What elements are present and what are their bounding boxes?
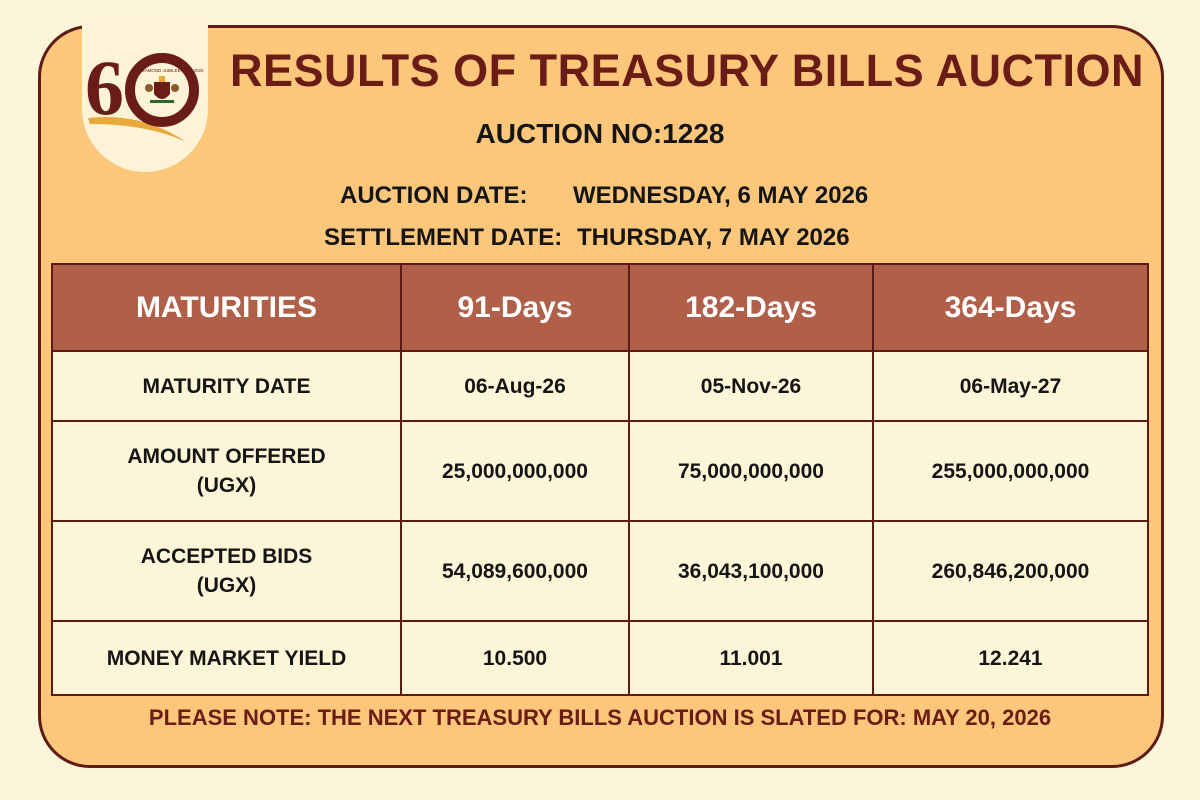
logo-numeral-six: 6: [85, 44, 124, 131]
logo-zero-ring: [125, 53, 199, 127]
table-cell: 25,000,000,000: [400, 420, 630, 522]
logo-ring-text: DIAMOND JUBILEE 1966-2026: [140, 68, 204, 73]
column-header-91-days: 91-Days: [400, 263, 630, 352]
table-row-amount-offered: AMOUNT OFFERED (UGX) 25,000,000,000 75,0…: [51, 420, 1149, 522]
table-cell: 255,000,000,000: [872, 420, 1149, 522]
table-cell: 11.001: [628, 620, 874, 696]
column-header-maturities: MATURITIES: [51, 263, 402, 352]
column-header-182-days: 182-Days: [628, 263, 874, 352]
row-label-money-market-yield: MONEY MARKET YIELD: [51, 620, 402, 696]
page-title: RESULTS OF TREASURY BILLS AUCTION: [229, 45, 1145, 96]
column-header-364-days: 364-Days: [872, 263, 1149, 352]
table-cell: 06-Aug-26: [400, 350, 630, 422]
table-row-money-market-yield: MONEY MARKET YIELD 10.500 11.001 12.241: [51, 620, 1149, 696]
settlement-date-label: SETTLEMENT DATE:: [324, 224, 563, 251]
table-cell: 06-May-27: [872, 350, 1149, 422]
table-row-maturity-date: MATURITY DATE 06-Aug-26 05-Nov-26 06-May…: [51, 350, 1149, 422]
table-row-accepted-bids: ACCEPTED BIDS (UGX) 54,089,600,000 36,04…: [51, 520, 1149, 622]
row-label-accepted-bids: ACCEPTED BIDS (UGX): [51, 520, 402, 622]
next-auction-note: PLEASE NOTE: THE NEXT TREASURY BILLS AUC…: [148, 705, 1052, 730]
table-cell: 260,846,200,000: [872, 520, 1149, 622]
table-cell: 10.500: [400, 620, 630, 696]
auction-number: AUCTION NO:1228: [475, 118, 725, 149]
gold-swoosh: [88, 117, 186, 142]
table-cell: 54,089,600,000: [400, 520, 630, 622]
results-table: MATURITIES 91-Days 182-Days 364-Days MAT…: [51, 263, 1149, 696]
table-cell: 05-Nov-26: [628, 350, 874, 422]
auction-date-value: WEDNESDAY, 6 MAY 2026: [573, 182, 869, 209]
settlement-date-line: SETTLEMENT DATE: THURSDAY, 7 MAY 2026: [0, 224, 1200, 254]
table-cell: 75,000,000,000: [628, 420, 874, 522]
diamond-jubilee-logo: 6 DIAMOND JUBILEE 1966-2026: [85, 44, 204, 142]
table-header-row: MATURITIES 91-Days 182-Days 364-Days: [51, 263, 1149, 352]
coat-of-arms-icon: [145, 76, 179, 103]
row-label-maturity-date: MATURITY DATE: [51, 350, 402, 422]
auction-date-line: AUCTION DATE: WEDNESDAY, 6 MAY 2026: [0, 182, 1200, 212]
settlement-date-value: THURSDAY, 7 MAY 2026: [577, 224, 850, 251]
auction-date-label: AUCTION DATE:: [340, 182, 528, 209]
logo-tab: 6 DIAMOND JUBILEE 1966-2026: [82, 20, 208, 172]
row-label-amount-offered: AMOUNT OFFERED (UGX): [51, 420, 402, 522]
table-cell: 12.241: [872, 620, 1149, 696]
table-cell: 36,043,100,000: [628, 520, 874, 622]
